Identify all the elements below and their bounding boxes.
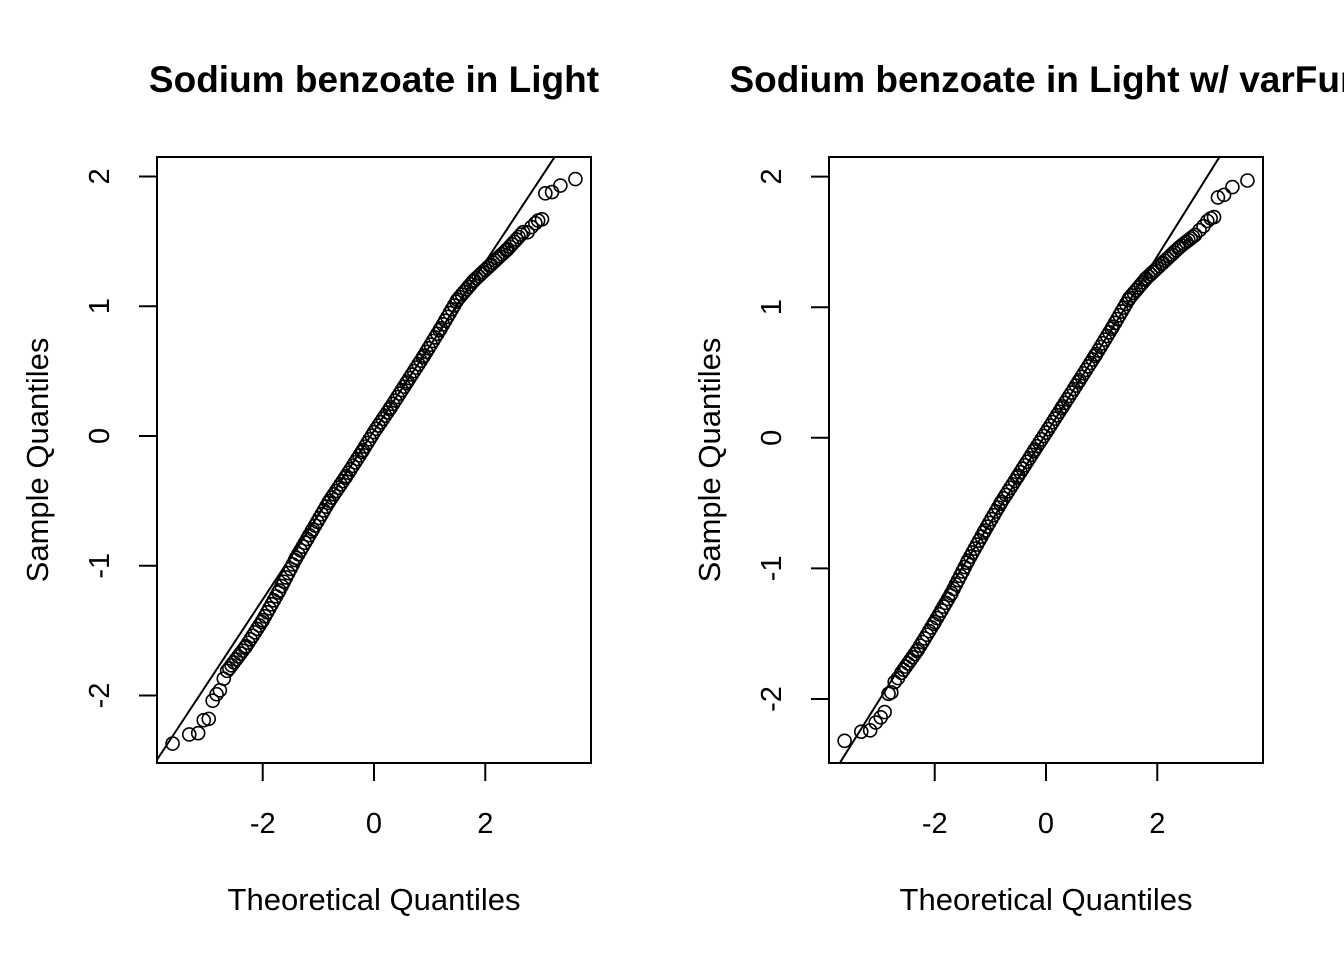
data-point — [209, 686, 224, 702]
data-point — [421, 340, 436, 356]
y-tick-label: 0 — [756, 430, 788, 446]
y-tick-label: -2 — [756, 686, 788, 712]
data-point — [1091, 343, 1106, 358]
data-point — [513, 227, 529, 242]
data-point — [553, 178, 568, 193]
data-point — [355, 442, 371, 458]
data-point — [534, 211, 550, 227]
data-point — [1095, 335, 1111, 351]
y-tick-label: 1 — [756, 299, 788, 315]
plot-marks: -2 0 2 -2 -1 0 1 2 — [84, 157, 583, 840]
data-point — [165, 736, 180, 751]
y-axis-label: Sample Quantiles — [20, 338, 55, 583]
data-point — [1097, 332, 1113, 347]
data-point — [1225, 179, 1240, 195]
data-point — [1152, 258, 1167, 274]
data-point — [1183, 231, 1198, 246]
data-point — [868, 715, 884, 730]
data-point — [1206, 209, 1222, 225]
x-tick-label: -2 — [922, 808, 948, 840]
x-axis-label: Theoretical Quantiles — [900, 882, 1193, 917]
y-tick-label: -2 — [84, 683, 116, 709]
data-point — [357, 439, 373, 454]
data-point — [538, 186, 553, 201]
x-tick-label: 2 — [477, 808, 493, 840]
x-axis-label: Theoretical Quantiles — [228, 882, 521, 917]
data-point — [515, 224, 531, 240]
y-tick-label: -1 — [84, 553, 116, 579]
data-point — [1149, 260, 1165, 276]
data-point — [1137, 272, 1153, 288]
y-tick-label: 2 — [84, 168, 116, 184]
plot-marks: -2 0 2 -2 -1 0 1 2 — [756, 157, 1255, 840]
data-point — [915, 634, 930, 650]
y-tick-label: -1 — [756, 556, 788, 582]
data-point — [181, 727, 197, 742]
data-point — [496, 244, 512, 260]
chart-title: Sodium benzoate in Light — [149, 59, 599, 100]
x-tick-label: 0 — [366, 808, 382, 840]
data-point — [360, 435, 375, 451]
data-point — [425, 333, 441, 349]
data-point — [890, 670, 906, 686]
y-tick-label: 1 — [84, 298, 116, 314]
data-point — [919, 627, 935, 643]
y-tick-label: 0 — [84, 428, 116, 444]
y-tick-label: 2 — [756, 169, 788, 185]
data-point — [910, 642, 926, 657]
data-point — [511, 229, 526, 245]
data-point — [1216, 187, 1232, 203]
data-point — [853, 724, 869, 739]
data-point — [1154, 256, 1170, 272]
x-tick-label: -2 — [250, 808, 276, 840]
qq-plot-panel-right: Sodium benzoate in Light w/ varFun Theor… — [692, 59, 1344, 917]
data-point — [419, 344, 434, 360]
data-point — [416, 348, 432, 363]
data-point — [837, 733, 852, 749]
data-point — [1187, 227, 1203, 243]
data-point — [568, 171, 583, 187]
data-point — [201, 711, 217, 727]
y-axis-label: Sample Quantiles — [692, 338, 727, 583]
data-point — [884, 685, 899, 700]
data-point — [917, 631, 933, 646]
data-point — [1093, 339, 1108, 355]
data-point — [190, 725, 206, 741]
data-point — [912, 638, 928, 654]
data-point — [362, 432, 377, 447]
data-point — [216, 671, 232, 686]
x-tick-label: 0 — [1038, 808, 1054, 840]
data-point — [877, 704, 892, 720]
data-point — [465, 274, 481, 289]
data-point — [1192, 222, 1207, 238]
data-point — [887, 674, 902, 690]
data-point — [219, 663, 235, 679]
data-point — [1240, 173, 1255, 188]
qq-plot-panel-left: Sodium benzoate in Light Theoretical Qua… — [20, 59, 599, 917]
data-point — [423, 337, 439, 352]
x-tick-label: 2 — [1149, 808, 1165, 840]
data-point — [1088, 346, 1104, 362]
chart-title: Sodium benzoate in Light w/ varFun — [729, 59, 1344, 100]
